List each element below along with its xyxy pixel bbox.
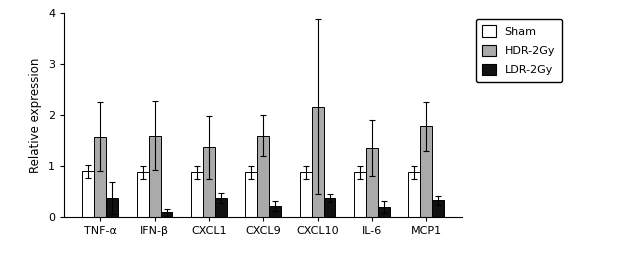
Bar: [378, 207, 390, 217]
Bar: [94, 137, 106, 217]
Bar: [82, 171, 94, 217]
Bar: [148, 136, 160, 217]
Bar: [191, 173, 203, 217]
Bar: [245, 173, 257, 217]
Bar: [421, 126, 432, 217]
Bar: [300, 173, 311, 217]
Bar: [257, 136, 269, 217]
Bar: [366, 148, 378, 217]
Bar: [269, 206, 281, 217]
Y-axis label: Relative expression: Relative expression: [30, 58, 42, 173]
Bar: [106, 198, 118, 217]
Bar: [215, 198, 227, 217]
Bar: [432, 200, 444, 217]
Legend: Sham, HDR-2Gy, LDR-2Gy: Sham, HDR-2Gy, LDR-2Gy: [476, 19, 562, 82]
Bar: [324, 198, 336, 217]
Bar: [137, 173, 148, 217]
Bar: [160, 212, 173, 217]
Bar: [311, 107, 324, 217]
Bar: [203, 147, 215, 217]
Bar: [408, 173, 421, 217]
Bar: [354, 173, 366, 217]
